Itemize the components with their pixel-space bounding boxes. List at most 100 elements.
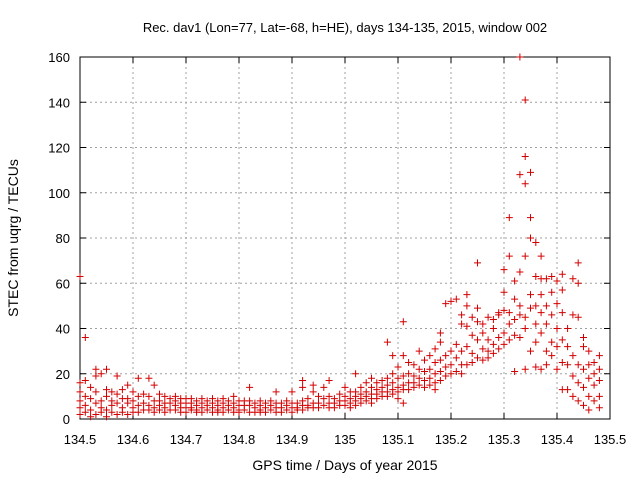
- data-point: [474, 336, 481, 344]
- y-tick-label: 140: [48, 95, 70, 110]
- data-point: [394, 363, 402, 371]
- data-point: [574, 397, 582, 405]
- data-point: [452, 340, 460, 348]
- data-point: [479, 320, 487, 328]
- data-point: [452, 295, 460, 303]
- data-point: [431, 345, 439, 353]
- data-point: [421, 367, 428, 375]
- data-point: [521, 153, 529, 161]
- data-point: [527, 234, 534, 242]
- data-point: [299, 406, 307, 414]
- data-point: [304, 395, 312, 403]
- data-point: [198, 408, 206, 416]
- data-point: [542, 275, 550, 283]
- data-point: [373, 379, 381, 387]
- data-point: [489, 340, 497, 348]
- data-point: [373, 395, 381, 403]
- data-point: [542, 302, 550, 310]
- data-point: [108, 388, 116, 396]
- data-point: [415, 381, 423, 389]
- data-point: [368, 374, 375, 382]
- data-point: [224, 406, 232, 414]
- data-point: [394, 395, 402, 403]
- data-point: [145, 392, 153, 400]
- x-tick-label: 135.3: [488, 432, 521, 447]
- data-point: [516, 302, 524, 310]
- data-point: [145, 406, 153, 414]
- data-point: [585, 347, 593, 355]
- data-point: [564, 361, 572, 369]
- data-point: [272, 388, 280, 396]
- data-point: [595, 352, 603, 360]
- data-point: [553, 277, 561, 285]
- y-tick-label: 160: [48, 50, 70, 65]
- data-point: [103, 392, 110, 400]
- data-point: [103, 413, 110, 421]
- data-point: [113, 410, 121, 418]
- data-point: [558, 358, 566, 366]
- data-point: [87, 406, 95, 414]
- data-point: [558, 309, 566, 317]
- data-point: [521, 365, 529, 373]
- data-point: [447, 297, 455, 305]
- data-point: [288, 388, 296, 396]
- data-point: [463, 291, 471, 299]
- data-point: [585, 392, 593, 400]
- data-point: [527, 347, 534, 355]
- data-point: [553, 365, 561, 373]
- data-point: [580, 365, 587, 373]
- data-point: [81, 377, 89, 385]
- data-point: [511, 367, 519, 375]
- data-point: [542, 320, 550, 328]
- data-point: [580, 334, 587, 342]
- data-point: [336, 390, 344, 398]
- data-point: [124, 410, 132, 418]
- data-point: [97, 370, 105, 378]
- data-point: [436, 377, 444, 385]
- data-point: [166, 399, 174, 407]
- data-point: [246, 401, 254, 409]
- data-point: [548, 338, 556, 346]
- data-point: [203, 406, 211, 414]
- data-point: [240, 406, 248, 414]
- data-point: [246, 383, 254, 391]
- data-point: [479, 345, 487, 353]
- data-point: [108, 408, 116, 416]
- data-point: [76, 404, 84, 412]
- data-point: [574, 279, 582, 287]
- y-axis-label: STEC from uqrg / TECUs: [5, 159, 21, 317]
- data-point: [431, 370, 439, 378]
- data-point: [320, 383, 328, 391]
- data-point: [103, 406, 110, 414]
- data-point: [431, 358, 439, 366]
- data-point: [325, 377, 333, 385]
- data-point: [516, 334, 524, 342]
- data-point: [97, 408, 105, 416]
- data-point: [436, 338, 444, 346]
- data-point: [532, 239, 540, 247]
- data-point: [182, 408, 190, 416]
- data-point: [394, 374, 402, 382]
- data-point: [511, 315, 519, 323]
- data-point: [92, 399, 100, 407]
- data-point: [426, 374, 434, 382]
- x-tick-label: 135: [334, 432, 356, 447]
- data-point: [315, 404, 322, 412]
- data-point: [426, 365, 434, 373]
- data-point: [436, 367, 444, 375]
- x-axis-label: GPS time / Days of year 2015: [252, 457, 437, 473]
- data-point: [76, 272, 84, 280]
- data-point: [580, 401, 587, 409]
- data-point: [495, 311, 503, 319]
- data-point: [383, 381, 391, 389]
- data-point: [325, 392, 333, 400]
- data-point: [532, 320, 540, 328]
- data-point: [452, 354, 460, 362]
- data-point: [537, 252, 545, 260]
- data-point: [532, 338, 540, 346]
- data-point: [150, 381, 158, 389]
- data-point: [140, 390, 148, 398]
- data-point: [484, 354, 492, 362]
- data-point: [516, 268, 524, 276]
- data-point: [320, 401, 328, 409]
